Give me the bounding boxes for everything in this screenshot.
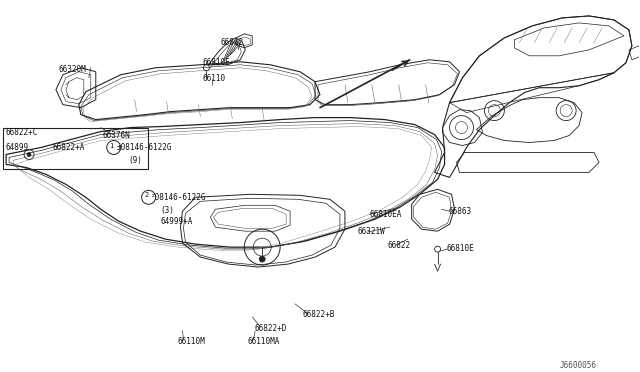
Text: 66321W: 66321W <box>358 227 386 236</box>
Text: 1: 1 <box>109 142 114 148</box>
Text: 66110: 66110 <box>202 74 225 83</box>
Circle shape <box>259 256 265 262</box>
Text: 64899: 64899 <box>5 142 28 151</box>
Text: 66810E: 66810E <box>447 244 474 253</box>
Text: 66822+B: 66822+B <box>302 310 335 319</box>
Text: J6600056: J6600056 <box>559 361 596 370</box>
Text: (9): (9) <box>129 157 143 166</box>
Text: 66110MA: 66110MA <box>247 337 280 346</box>
Text: (3): (3) <box>161 206 175 215</box>
Circle shape <box>27 153 31 157</box>
Text: 66822: 66822 <box>388 241 411 250</box>
Text: 2: 2 <box>145 192 148 198</box>
Text: 66810E: 66810E <box>202 58 230 67</box>
Text: 66822+A: 66822+A <box>53 142 85 151</box>
Text: 66863: 66863 <box>449 207 472 216</box>
Text: 66320M: 66320M <box>59 65 86 74</box>
Text: ²08146-6122G: ²08146-6122G <box>150 193 206 202</box>
Text: 66110M: 66110M <box>177 337 205 346</box>
Text: 64999+A: 64999+A <box>161 217 193 226</box>
Text: 66810EA: 66810EA <box>370 210 402 219</box>
Text: ±08146-6122G: ±08146-6122G <box>116 142 172 151</box>
Bar <box>3 128 148 169</box>
Text: 66376N: 66376N <box>103 131 131 140</box>
Text: 66822+D: 66822+D <box>254 324 287 333</box>
Text: 66862: 66862 <box>220 38 243 47</box>
Text: 66822+C: 66822+C <box>5 128 38 137</box>
